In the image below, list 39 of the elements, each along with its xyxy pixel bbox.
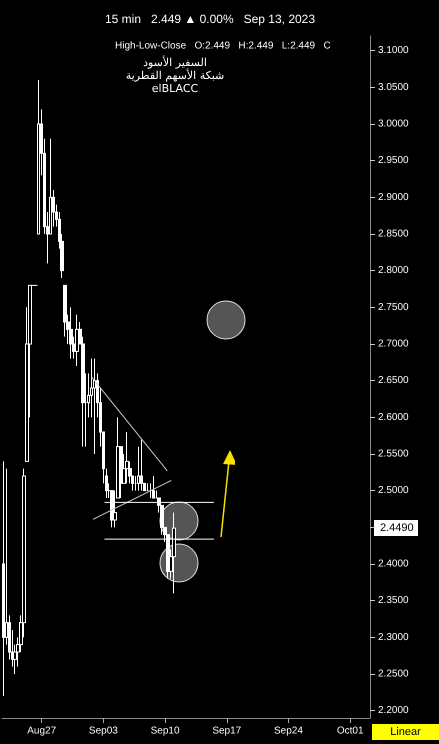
y-tick-label: 2.2000 [378,705,410,716]
y-tick-label: 2.6500 [378,375,410,386]
x-tick-label: Sep10 [150,726,180,736]
x-tick-label: Aug27 [27,726,57,736]
y-tick-label: 2.5000 [378,485,410,496]
text: Linear [372,724,439,740]
text: 2.4490 [374,520,418,536]
y-tick-label: 2.9000 [378,192,410,203]
y-tick-label: 2.6000 [378,412,410,423]
y-tick-label: 2.7000 [378,338,410,350]
x-tick-label: Sep03 [88,726,118,736]
x-tick-label: Sep24 [274,726,304,736]
chart-title: 15 min 2.449 ▲ 0.00% Sep 13, 2023 [105,12,316,26]
y-tick-label: 3.0500 [378,82,410,93]
y-tick-label: 2.7500 [378,302,410,313]
chart-subtitle: High-Low-Close O:2.449 H:2.449 L:2.449 C [115,40,331,52]
annotation: elBLACC [150,82,200,95]
candlestick [37,80,40,234]
candlestick [2,460,5,696]
y-tick-label: 2.9500 [378,155,410,166]
x-tick-label: Oct01 [336,726,364,736]
y-tick-label: 2.3000 [378,632,410,643]
annotation: السفير الأسود [142,56,208,69]
y-tick-label: 2.3500 [378,595,410,606]
candlestick [93,358,96,454]
candlestick [152,476,155,498]
y-tick-label: 2.2500 [378,668,410,680]
y-tick-label: 3.1000 [378,45,410,56]
y-tick-label: 2.8000 [378,265,410,276]
candlestick [140,438,143,492]
y-tick-label: 2.5500 [378,448,410,460]
x-tick-label: Sep17 [212,726,242,736]
annotation: شبكة الأسهم القطرية [124,69,226,82]
candlestick [75,314,79,366]
y-tick-label: 3.0000 [378,118,410,130]
candlestick [69,306,73,360]
y-tick-label: 2.8500 [378,228,410,240]
y-tick-label: 2.4000 [378,558,410,570]
candlestick [125,432,129,484]
